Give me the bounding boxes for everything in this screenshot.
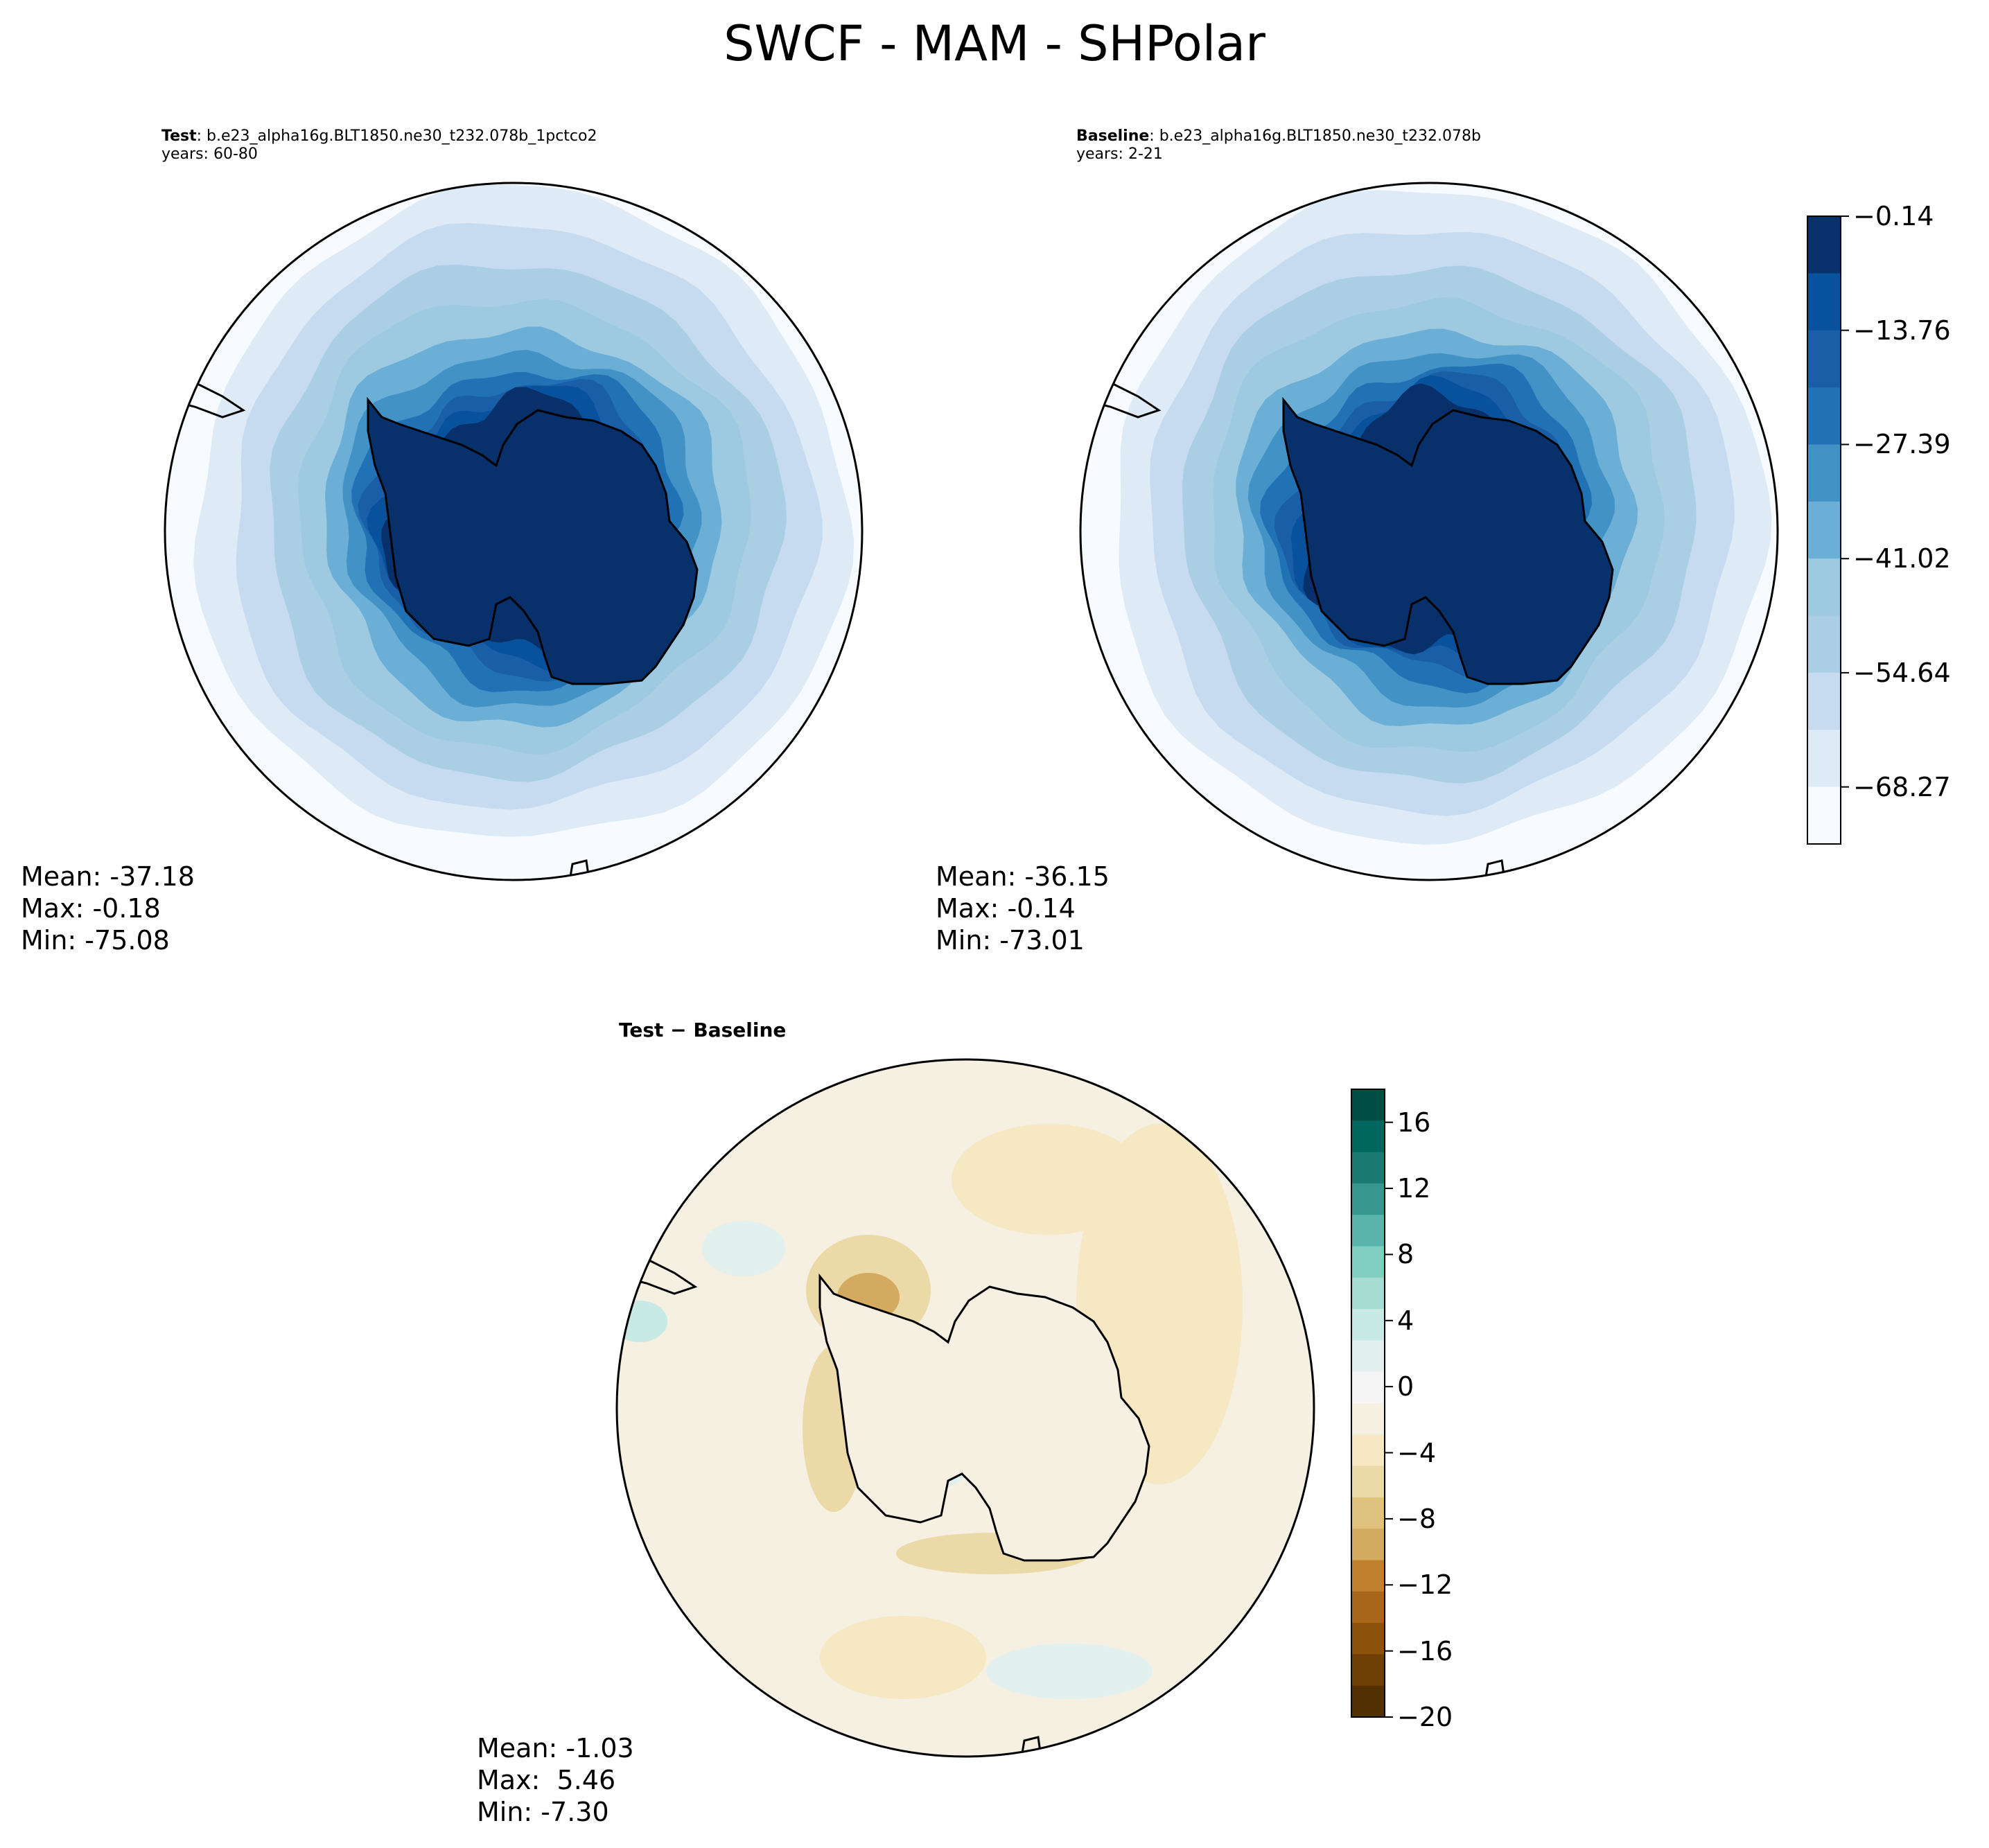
diff-contour-bands [617,1059,1314,1757]
colorbar-segment [1351,1654,1385,1687]
main-colorbar-tick-label: −13.76 [1853,315,1951,346]
colorbar-segment [1807,273,1841,331]
diff-colorbar-tick-label: −12 [1397,1569,1453,1601]
baseline-map [1079,182,1779,881]
colorbar-segment [1807,672,1841,730]
test-years: years: 60-80 [161,146,258,163]
colorbar-segment [1351,1623,1385,1655]
baseline-years: years: 2-21 [1076,146,1163,163]
test-label: Test [161,127,197,145]
colorbar-segment [1807,786,1841,845]
diff-colorbar-tick-label: −4 [1397,1437,1437,1468]
antarctica-coastline [818,1273,1150,1562]
baseline-panel-title: Baseline: b.e23_alpha16g.BLT1850.ne30_t2… [1076,127,1481,146]
colorbar-segment [1807,330,1841,388]
colorbar-segment [1351,1685,1385,1718]
colorbar-segment [1351,1340,1385,1373]
diff-anomaly [702,1221,785,1276]
colorbar-segment [1351,1403,1385,1435]
main-colorbar [1807,215,1849,845]
colorbar-segment [1351,1560,1385,1592]
colorbar-segment [1351,1591,1385,1623]
colorbar-segment [1807,444,1841,502]
colorbar-segment [1351,1152,1385,1184]
diff-colorbar-tick-label: 16 [1397,1107,1431,1138]
test-contour-bands [165,183,862,880]
test-map [164,182,864,881]
main-colorbar-tick-label: −68.27 [1853,771,1951,802]
colorbar-segment [1807,387,1841,445]
baseline-contour-bands [1080,183,1778,880]
diff-anomaly [952,1124,1146,1235]
diff-anomaly [820,1616,986,1699]
main-colorbar-tick-label: −0.14 [1853,201,1934,231]
main-colorbar-tick-label: −54.64 [1853,657,1951,688]
colorbar-segment [1351,1529,1385,1560]
colorbar-segment [1351,1434,1385,1467]
diff-min: Min: -7.30 [477,1797,609,1827]
colorbar-segment [1351,1089,1385,1121]
figure-title: SWCF - MAM - SHPolar [724,15,1265,72]
diff-anomaly [617,1301,667,1342]
baseline-stats: Mean: -36.15 Max: -0.14 Min: -73.01 [936,861,1110,956]
test-mean: Mean: -37.18 [21,861,195,892]
baseline-case-name: : b.e23_alpha16g.BLT1850.ne30_t232.078b [1149,127,1481,145]
diff-mean: Mean: -1.03 [477,1733,634,1763]
diff-colorbar-tick-label: 0 [1397,1371,1414,1402]
colorbar-segment [1351,1466,1385,1498]
colorbar-segment [1807,216,1841,274]
diff-colorbar [1351,1089,1393,1718]
colorbar-segment [1807,558,1841,617]
colorbar-segment [1807,730,1841,788]
test-case-name: : b.e23_alpha16g.BLT1850.ne30_t232.078b_… [196,127,597,145]
colorbar-frame [1807,215,1841,845]
diff-panel-title: Test − Baseline [619,1019,787,1041]
colorbar-segment [1351,1215,1385,1247]
diff-anomaly [986,1644,1153,1699]
diff-colorbar-tick-label: 8 [1397,1239,1414,1270]
colorbar-segment [1351,1246,1385,1278]
colorbar-segment [1351,1120,1385,1153]
test-panel-title: Test: b.e23_alpha16g.BLT1850.ne30_t232.0… [161,127,597,146]
antarctica-coastline [367,396,699,685]
diff-colorbar-tick-label: −8 [1397,1503,1437,1534]
baseline-label: Baseline [1076,127,1150,145]
main-colorbar-tick-label: −41.02 [1853,543,1951,574]
colorbar-segment [1351,1183,1385,1215]
main-colorbar-tick-label: −27.39 [1853,429,1951,460]
baseline-mean: Mean: -36.15 [936,861,1110,892]
test-min: Min: -75.08 [21,925,170,956]
diff-colorbar-tick-label: 12 [1397,1173,1431,1204]
diff-stats: Mean: -1.03 Max: 5.46 Min: -7.30 [477,1732,634,1828]
colorbar-frame [1351,1089,1385,1718]
colorbar-segment [1351,1371,1385,1404]
test-stats: Mean: -37.18 Max: -0.18 Min: -75.08 [21,861,195,956]
antarctica-coastline [1282,396,1614,685]
diff-colorbar-tick-label: −20 [1397,1702,1453,1732]
colorbar-segment [1351,1309,1385,1341]
diff-colorbar-tick-label: 4 [1397,1305,1414,1336]
colorbar-segment [1351,1277,1385,1310]
baseline-map-boundary [1079,182,1779,881]
colorbar-segment [1807,501,1841,559]
diff-map [615,1058,1315,1758]
test-max: Max: -0.18 [21,893,161,924]
baseline-min: Min: -73.01 [936,925,1085,956]
colorbar-segment [1807,615,1841,674]
colorbar-segment [1351,1497,1385,1529]
diff-map-boundary [615,1058,1315,1758]
test-map-boundary [164,182,864,881]
diff-max: Max: 5.46 [477,1765,616,1795]
diff-colorbar-tick-label: −16 [1397,1635,1453,1666]
baseline-max: Max: -0.14 [936,893,1076,924]
